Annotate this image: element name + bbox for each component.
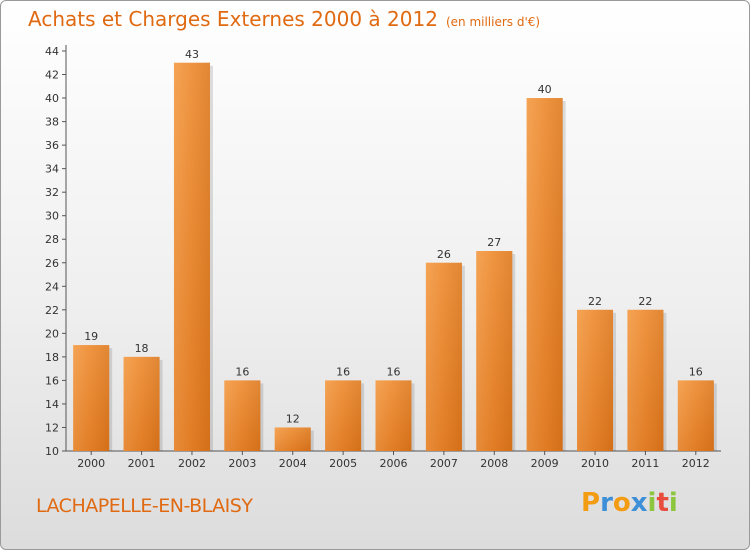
y-tick-label: 40	[45, 92, 59, 105]
bar-shade	[677, 380, 714, 451]
y-tick-label: 14	[45, 398, 59, 411]
y-tick-label: 26	[45, 257, 59, 270]
data-label: 19	[84, 330, 98, 343]
y-tick-label: 12	[45, 421, 59, 434]
x-tick-label: 2001	[128, 457, 156, 470]
x-tick-label: 2003	[228, 457, 256, 470]
x-tick-label: 2011	[631, 457, 659, 470]
logo-letter: x	[630, 488, 648, 518]
y-tick-label: 18	[45, 351, 59, 364]
data-label: 22	[588, 295, 602, 308]
data-label: 16	[336, 365, 350, 378]
bar-shade	[476, 251, 513, 451]
commune-name: LACHAPELLE-EN-BLAISY	[36, 495, 253, 517]
data-label: 26	[437, 248, 451, 261]
logo-letter: P	[581, 488, 601, 518]
y-tick-label: 28	[45, 233, 59, 246]
y-tick-label: 36	[45, 139, 59, 152]
proxiti-logo: Proxiti	[581, 488, 678, 518]
x-tick-label: 2010	[581, 457, 609, 470]
y-tick-label: 22	[45, 304, 59, 317]
x-tick-label: 2012	[682, 457, 710, 470]
bar-shade	[224, 380, 261, 451]
logo-letter: r	[600, 488, 613, 518]
bar-shade	[577, 309, 614, 451]
data-label: 27	[487, 236, 501, 249]
x-tick-label: 2007	[430, 457, 458, 470]
chart-title: Achats et Charges Externes 2000 à 2012 (e…	[28, 7, 540, 31]
y-tick-label: 44	[45, 45, 59, 58]
y-tick-label: 34	[45, 163, 59, 176]
x-tick-label: 2005	[329, 457, 357, 470]
x-tick-label: 2009	[531, 457, 559, 470]
chart-title-text: Achats et Charges Externes 2000 à 2012	[28, 7, 438, 31]
bar-shade	[274, 427, 311, 451]
x-tick-label: 2000	[77, 457, 105, 470]
data-label: 18	[135, 342, 149, 355]
bar-shade	[173, 62, 210, 451]
data-label: 16	[689, 365, 703, 378]
y-tick-label: 42	[45, 69, 59, 82]
bar-shade	[627, 309, 664, 451]
bar-shade	[425, 262, 462, 451]
x-tick-label: 2002	[178, 457, 206, 470]
bar-shade	[73, 345, 110, 451]
logo-letter: i	[668, 488, 678, 518]
data-label: 43	[185, 48, 199, 61]
chart-subtitle: (en milliers d'€)	[445, 15, 541, 29]
logo-letter: t	[656, 488, 669, 518]
data-label: 12	[286, 412, 300, 425]
y-tick-label: 24	[45, 280, 59, 293]
bar-shade	[526, 98, 563, 451]
bar-shade	[123, 356, 160, 451]
bar-shade	[375, 380, 412, 451]
y-tick-label: 30	[45, 210, 59, 223]
y-tick-label: 38	[45, 116, 59, 129]
data-label: 16	[235, 365, 249, 378]
y-tick-label: 10	[45, 445, 59, 458]
x-tick-label: 2008	[480, 457, 508, 470]
logo-letter: o	[612, 488, 631, 518]
data-label: 22	[638, 295, 652, 308]
y-tick-label: 20	[45, 327, 59, 340]
logo-letter: i	[647, 488, 657, 518]
x-tick-label: 2006	[380, 457, 408, 470]
x-tick-label: 2004	[279, 457, 307, 470]
data-label: 40	[538, 83, 552, 96]
y-tick-label: 32	[45, 186, 59, 199]
data-label: 16	[387, 365, 401, 378]
bar-shade	[325, 380, 362, 451]
y-tick-label: 16	[45, 374, 59, 387]
